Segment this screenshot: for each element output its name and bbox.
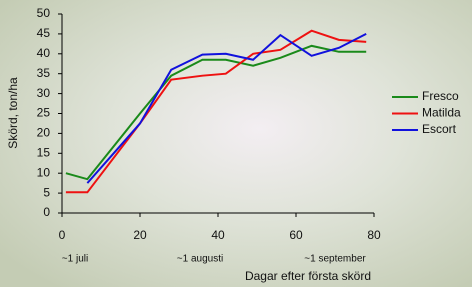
y-tick-label: 15 (37, 145, 51, 159)
y-tick-label: 20 (37, 126, 51, 140)
annotation: ~1 september (304, 254, 366, 265)
x-tick-label: 80 (367, 228, 381, 242)
y-tick-label: 0 (43, 205, 50, 219)
background (0, 0, 472, 287)
annotation: ~1 augusti (177, 254, 223, 265)
y-tick-label: 25 (37, 106, 51, 120)
x-tick-label: 20 (133, 228, 147, 242)
y-tick-label: 10 (37, 165, 51, 179)
legend-label: Matilda (422, 106, 461, 120)
y-tick-label: 35 (37, 66, 51, 80)
y-tick-label: 5 (43, 185, 50, 199)
y-tick-label: 40 (37, 46, 51, 60)
y-tick-label: 45 (37, 26, 51, 40)
legend-label: Escort (422, 122, 457, 136)
x-tick-label: 40 (211, 228, 225, 242)
legend-label: Fresco (422, 89, 459, 103)
x-axis-label: Dagar efter första skörd (245, 269, 371, 283)
chart: Skörd, ton/ha Dagar efter första skörd 0… (0, 0, 472, 287)
y-tick-label: 30 (37, 86, 51, 100)
y-tick-label: 50 (37, 6, 51, 20)
x-tick-label: 0 (59, 228, 66, 242)
x-tick-label: 60 (289, 228, 303, 242)
annotation: ~1 juli (62, 254, 88, 265)
y-axis-label: Skörd, ton/ha (6, 77, 20, 149)
